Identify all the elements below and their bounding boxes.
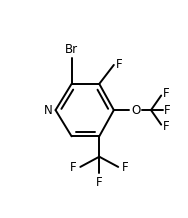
Text: F: F	[122, 161, 128, 174]
Text: F: F	[164, 104, 171, 117]
Text: F: F	[163, 87, 169, 100]
Text: F: F	[96, 176, 103, 189]
Text: F: F	[70, 161, 77, 174]
Text: Br: Br	[65, 43, 78, 56]
Text: F: F	[163, 120, 169, 133]
Text: O: O	[131, 104, 140, 117]
Text: F: F	[116, 58, 123, 71]
Text: N: N	[44, 104, 53, 117]
